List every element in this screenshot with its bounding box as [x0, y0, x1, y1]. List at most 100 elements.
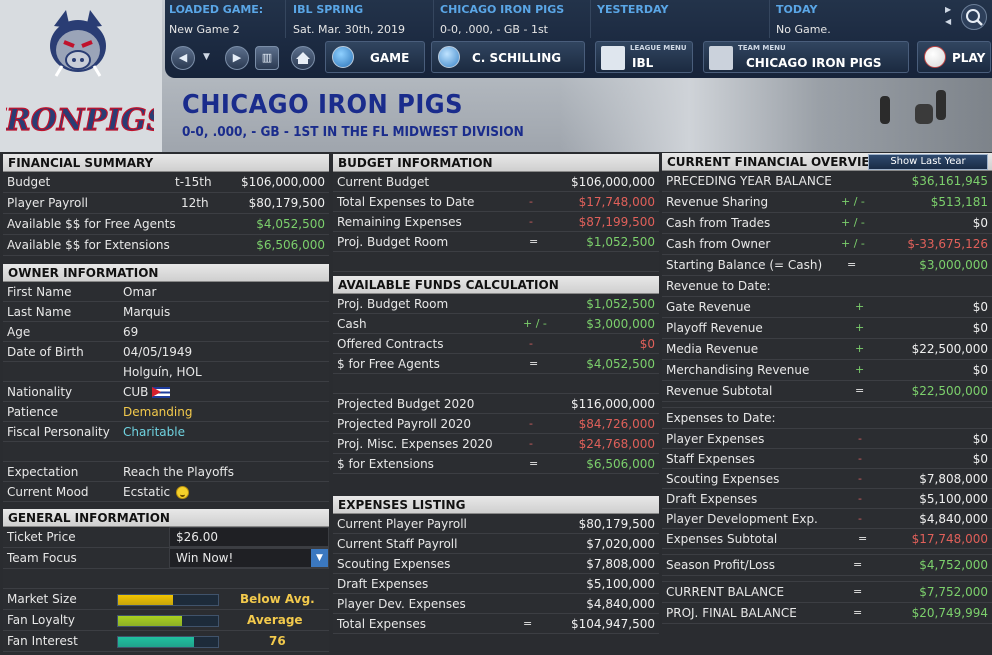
row-value: $1,052,500	[586, 297, 655, 311]
league-menu-label: IBL	[632, 56, 654, 70]
row-label: Proj. Misc. Expenses 2020	[337, 437, 493, 451]
loaded-game-value: New Game 2	[169, 23, 240, 36]
row-value: $4,840,000	[586, 597, 655, 611]
team-logo-icon	[709, 46, 733, 70]
row-value: $22,500,000	[911, 384, 988, 398]
budget-rows-row: Total Expenses to Date - $17,748,000	[333, 192, 659, 212]
revenue-header-row: Revenue to Date:	[662, 276, 992, 297]
general-information-title: GENERAL INFORMATION	[3, 509, 329, 527]
row-label: Expenses Subtotal	[666, 532, 778, 546]
owner-last-name: Last Name Marquis	[3, 302, 329, 322]
row-label: Player Expenses	[666, 432, 765, 446]
overview-title: CURRENT FINANCIAL OVERVIEW	[667, 155, 883, 169]
row-value: $17,748,000	[911, 532, 988, 546]
team-focus-row: Team Focus Win Now! ▼	[3, 548, 329, 569]
league-logo-icon	[601, 46, 625, 70]
budget-spacer	[333, 252, 659, 272]
game-menu-button[interactable]: GAME	[325, 41, 425, 73]
funds-rows2-row: Proj. Misc. Expenses 2020 - $24,768,000	[333, 434, 659, 454]
history-dropdown-icon[interactable]: ▼	[203, 52, 210, 62]
budget-rows-row: Proj. Budget Room = $1,052,500	[333, 232, 659, 252]
row-label: Draft Expenses	[337, 577, 429, 591]
row-label: Proj. Budget Room	[337, 235, 449, 249]
row-value: $0	[972, 300, 988, 314]
row-label: Projected Payroll 2020	[337, 417, 472, 431]
bookmarks-button[interactable]: ▥	[255, 46, 279, 70]
row-value: $36,161,945	[911, 174, 988, 188]
league-menu-button[interactable]: LEAGUE MENU IBL	[595, 41, 693, 73]
row-operator: -	[529, 437, 533, 450]
game-menu-label: GAME	[370, 51, 410, 65]
row-label: Total Expenses to Date	[337, 195, 475, 209]
home-button[interactable]	[291, 46, 315, 70]
expenses-listing-title: EXPENSES LISTING	[333, 496, 659, 514]
team-focus-select[interactable]: Win Now! ▼	[169, 548, 329, 568]
ov-a-row: Cash from Owner + / - $-33,675,126	[662, 234, 992, 255]
ticket-price-row: Ticket Price $26.00	[3, 527, 329, 548]
chevron-down-icon[interactable]: ▼	[311, 549, 328, 567]
market-size-row: Market Size Below Avg.	[3, 589, 329, 610]
available-funds-title: AVAILABLE FUNDS CALCULATION	[333, 276, 659, 294]
yesterday-label: YESTERDAY	[597, 3, 669, 16]
row-value: $104,947,500	[571, 617, 655, 631]
row-label: Projected Budget 2020	[337, 397, 475, 411]
show-last-year-button[interactable]: Show Last Year	[868, 154, 988, 170]
row-label: Starting Balance (= Cash)	[666, 258, 823, 272]
manager-menu-button[interactable]: C. SCHILLING	[431, 41, 585, 73]
row-value: $5,100,000	[586, 577, 655, 591]
loaded-game-label: LOADED GAME:	[169, 3, 264, 16]
row-value: $6,506,000	[586, 457, 655, 471]
scroll-down-icon[interactable]: ◀	[945, 17, 952, 26]
ticket-price-input[interactable]: $26.00	[169, 527, 329, 547]
row-operator: -	[529, 337, 533, 350]
today-info[interactable]: TODAY No Game.	[776, 2, 926, 38]
exp-rows-row: Total Expenses = $104,947,500	[333, 614, 659, 634]
row-operator: =	[847, 258, 857, 271]
row-operator: + / -	[841, 216, 865, 229]
cuba-flag-icon	[152, 387, 171, 398]
scroll-arrows[interactable]: ▶ ◀	[945, 4, 951, 28]
scroll-up-icon[interactable]: ▶	[945, 5, 952, 14]
stadium-photo	[560, 78, 992, 152]
yesterday-info[interactable]: YESTERDAY	[597, 2, 767, 22]
season-label: IBL SPRING	[293, 3, 364, 16]
row-value: $0	[972, 363, 988, 377]
row-operator: + / -	[841, 195, 865, 208]
fan-interest-bar	[117, 636, 219, 648]
funds-rows-row: Offered Contracts - $0	[333, 334, 659, 354]
row-value: $4,840,000	[919, 512, 988, 526]
back-arrow-icon: ◀	[178, 51, 188, 64]
owner-fiscal: Fiscal Personality Charitable	[3, 422, 329, 442]
proj-final-balance-row: PROJ. FINAL BALANCE = $20,749,994	[662, 603, 992, 624]
exp-rows-row: Current Player Payroll $80,179,500	[333, 514, 659, 534]
row-value: $0	[972, 321, 988, 335]
row-value: $84,726,000	[578, 417, 655, 431]
owner-patience: Patience Demanding	[3, 402, 329, 422]
row-label: Draft Expenses	[666, 492, 758, 506]
ov-c-row: Player Development Exp. - $4,840,000	[662, 509, 992, 529]
budget-rows-row: Current Budget $106,000,000	[333, 172, 659, 192]
row-operator: +	[855, 321, 865, 334]
manager-name-label: C. SCHILLING	[472, 51, 562, 65]
play-button[interactable]: PLAY	[917, 41, 991, 73]
owner-first-name: First Name Omar	[3, 282, 329, 302]
row-label: $ for Extensions	[337, 457, 434, 471]
season-date: Sat. Mar. 30th, 2019	[293, 23, 406, 36]
search-button[interactable]	[961, 4, 987, 30]
row-value: $0	[639, 337, 655, 351]
ov-a-row: Revenue Sharing + / - $513,181	[662, 192, 992, 213]
row-operator: -	[858, 512, 862, 525]
row-label: Scouting Expenses	[337, 557, 451, 571]
fs-row-budget: Budget t-15th $106,000,000	[3, 172, 329, 193]
forward-button[interactable]: ▶	[225, 46, 249, 70]
back-button[interactable]: ◀	[171, 46, 195, 70]
row-value: $7,808,000	[586, 557, 655, 571]
row-value: $116,000,000	[571, 397, 655, 411]
owner-expectation: Expectation Reach the Playoffs	[3, 462, 329, 482]
row-label: Total Expenses	[337, 617, 427, 631]
team-menu-button[interactable]: TEAM MENU CHICAGO IRON PIGS	[703, 41, 909, 73]
